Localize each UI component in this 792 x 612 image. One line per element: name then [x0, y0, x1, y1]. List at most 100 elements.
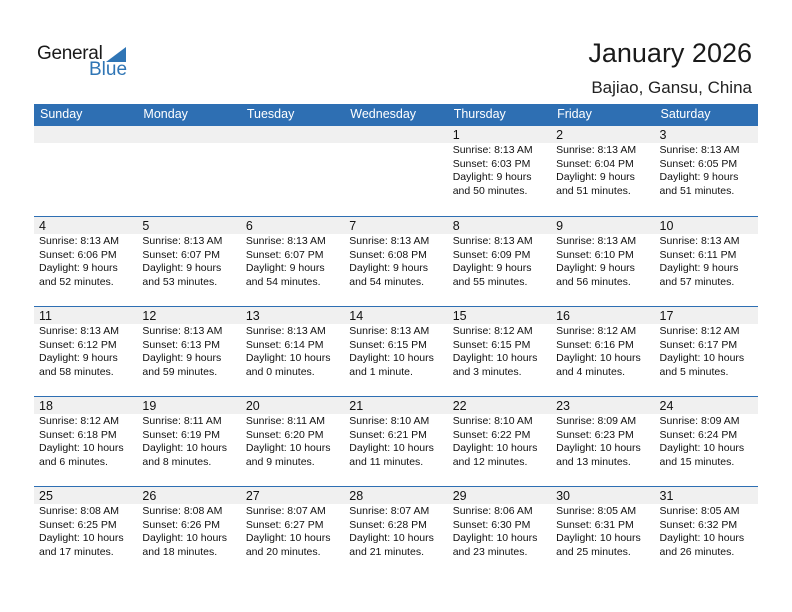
sunrise-text: Sunrise: 8:13 AM: [556, 235, 637, 247]
sunset-text: Sunset: 6:25 PM: [39, 518, 117, 531]
sunrise-text: Sunrise: 8:12 AM: [39, 415, 119, 427]
day-number: 4: [39, 219, 46, 233]
location: Bajiao, Gansu, China: [591, 78, 752, 97]
sunset-text: Sunset: 6:24 PM: [659, 428, 738, 441]
sunrise-text: Sunrise: 8:13 AM: [245, 325, 326, 337]
weekday-header: Sunday Monday Tuesday Wednesday Thursday Frid…: [34, 104, 758, 126]
sunrise-text: Sunrise: 8:12 AM: [556, 325, 637, 337]
daylight-text: Daylight: 10 hours: [659, 532, 745, 544]
day-cell: 16 Sunrise: 8:12 AM Sunset: 6:16 PM Dayligh…: [551, 307, 654, 379]
weekday-wednesday: Wednesday: [350, 107, 417, 121]
weekday-friday: Friday: [557, 107, 592, 121]
daylight-minutes-text: and 58 minutes.: [39, 365, 114, 378]
sunset-text: Sunset: 6:12 PM: [39, 338, 117, 351]
sunset-text: Sunset: 6:08 PM: [349, 248, 427, 261]
day-number: 19: [142, 399, 157, 413]
sunset-text: Sunset: 6:13 PM: [142, 338, 221, 351]
day-number: 10: [659, 219, 674, 233]
day-number: 9: [556, 219, 564, 233]
day-number: 21: [349, 399, 364, 413]
daylight-text: Daylight: 10 hours: [245, 532, 331, 544]
daylight-minutes-text: and 54 minutes.: [245, 275, 321, 288]
sunset-text: Sunset: 6:10 PM: [556, 248, 634, 261]
sunrise-text: Sunrise: 8:13 AM: [142, 235, 223, 247]
day-cell: 20 Sunrise: 8:11 AM Sunset: 6:20 PM Dayligh…: [241, 397, 344, 469]
day-cell: 8 Sunrise: 8:13 AM Sunset: 6:09 PM Daylight…: [448, 217, 551, 289]
daylight-text: Daylight: 10 hours: [556, 352, 641, 364]
empty-cell: [137, 126, 240, 198]
day-number: 7: [349, 219, 357, 233]
week-band: [34, 217, 758, 234]
daylight-minutes-text: and 56 minutes.: [556, 275, 631, 288]
sunset-text: Sunset: 6:30 PM: [452, 518, 531, 531]
daylight-text: Daylight: 9 hours: [39, 262, 118, 274]
sunset-text: Sunset: 6:20 PM: [245, 428, 324, 441]
daylight-minutes-text: and 6 minutes.: [39, 455, 108, 468]
sunrise-text: Sunrise: 8:12 AM: [659, 325, 740, 337]
day-number: 22: [452, 399, 467, 413]
week-band: [34, 397, 758, 414]
daylight-text: Daylight: 9 hours: [556, 262, 635, 274]
daylight-text: Daylight: 10 hours: [142, 532, 228, 544]
sunrise-text: Sunrise: 8:13 AM: [556, 144, 637, 156]
sunrise-text: Sunrise: 8:13 AM: [142, 325, 223, 337]
daylight-text: Daylight: 9 hours: [659, 171, 739, 183]
daylight-text: Daylight: 9 hours: [39, 352, 118, 364]
sunrise-text: Sunrise: 8:13 AM: [452, 235, 533, 247]
week-band: [34, 307, 758, 324]
sunrise-text: Sunrise: 8:13 AM: [349, 235, 430, 247]
day-cell: 2 Sunrise: 8:13 AM Sunset: 6:04 PM Daylight…: [551, 126, 654, 198]
sunset-text: Sunset: 6:17 PM: [659, 338, 738, 351]
daylight-minutes-text: and 25 minutes.: [556, 545, 631, 558]
sunrise-text: Sunrise: 8:13 AM: [39, 235, 119, 247]
daylight-minutes-text: and 9 minutes.: [245, 455, 315, 468]
daylight-text: Daylight: 10 hours: [452, 532, 538, 544]
daylight-minutes-text: and 59 minutes.: [142, 365, 218, 378]
daylight-minutes-text: and 1 minute.: [349, 365, 413, 378]
sunset-text: Sunset: 6:14 PM: [245, 338, 324, 351]
sunrise-text: Sunrise: 8:13 AM: [452, 144, 533, 156]
day-number: 26: [142, 489, 157, 503]
sunset-text: Sunset: 6:21 PM: [349, 428, 427, 441]
daylight-text: Daylight: 10 hours: [349, 442, 434, 454]
day-cell: 27 Sunrise: 8:07 AM Sunset: 6:27 PM Dayligh…: [241, 487, 344, 559]
daylight-text: Daylight: 9 hours: [659, 262, 739, 274]
daylight-minutes-text: and 17 minutes.: [39, 545, 114, 558]
day-number: 28: [349, 489, 364, 503]
sunrise-text: Sunrise: 8:13 AM: [245, 235, 326, 247]
daylight-minutes-text: and 11 minutes.: [349, 455, 424, 468]
day-cell: 26 Sunrise: 8:08 AM Sunset: 6:26 PM Dayligh…: [137, 487, 240, 559]
sunset-text: Sunset: 6:07 PM: [142, 248, 221, 261]
sunrise-text: Sunrise: 8:13 AM: [349, 325, 430, 337]
sunrise-text: Sunrise: 8:08 AM: [39, 505, 119, 517]
sunset-text: Sunset: 6:05 PM: [659, 157, 738, 170]
day-number: 29: [452, 489, 467, 503]
day-cell: 24 Sunrise: 8:09 AM Sunset: 6:24 PM Dayligh…: [655, 397, 758, 469]
day-cell: 30 Sunrise: 8:05 AM Sunset: 6:31 PM Dayligh…: [551, 487, 654, 559]
sunset-text: Sunset: 6:32 PM: [659, 518, 738, 531]
sunset-text: Sunset: 6:27 PM: [245, 518, 324, 531]
day-cell: 13 Sunrise: 8:13 AM Sunset: 6:14 PM Dayligh…: [241, 307, 344, 379]
day-number: 2: [556, 128, 564, 142]
day-number: 3: [659, 128, 667, 142]
daylight-minutes-text: and 54 minutes.: [349, 275, 424, 288]
day-cell: 15 Sunrise: 8:12 AM Sunset: 6:15 PM Dayligh…: [448, 307, 551, 379]
week-band: [34, 126, 758, 143]
day-number: 11: [39, 309, 52, 323]
sunrise-text: Sunrise: 8:08 AM: [142, 505, 223, 517]
daylight-minutes-text: and 55 minutes.: [452, 275, 528, 288]
empty-cell: [344, 126, 447, 198]
day-number: 30: [556, 489, 571, 503]
day-cell: 28 Sunrise: 8:07 AM Sunset: 6:28 PM Dayligh…: [344, 487, 447, 559]
day-cell: 6 Sunrise: 8:13 AM Sunset: 6:07 PM Daylight…: [241, 217, 344, 289]
sunrise-text: Sunrise: 8:10 AM: [452, 415, 533, 427]
sunset-text: Sunset: 6:16 PM: [556, 338, 634, 351]
day-cell: 7 Sunrise: 8:13 AM Sunset: 6:08 PM Daylight…: [344, 217, 447, 289]
daylight-minutes-text: and 15 minutes.: [659, 455, 735, 468]
day-number: 17: [659, 309, 674, 323]
week-row: 4 Sunrise: 8:13 AM Sunset: 6:06 PM Daylight…: [34, 216, 758, 306]
day-number: 24: [659, 399, 674, 413]
daylight-text: Daylight: 9 hours: [349, 262, 429, 274]
weekday-thursday: Thursday: [453, 107, 506, 121]
daylight-minutes-text: and 26 minutes.: [659, 545, 735, 558]
